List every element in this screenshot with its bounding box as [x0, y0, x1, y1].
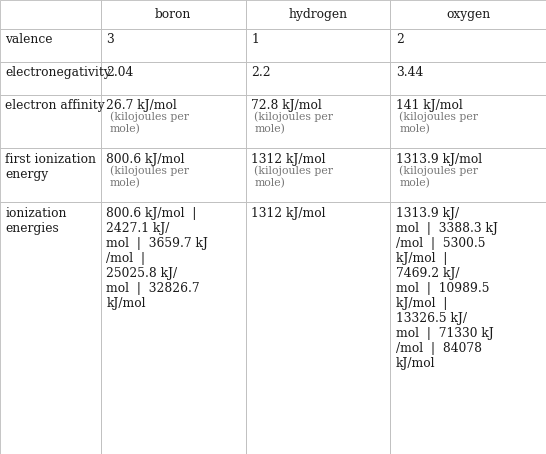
Text: 1: 1	[251, 33, 259, 46]
Text: 2.2: 2.2	[251, 66, 271, 79]
Text: 3: 3	[106, 33, 114, 46]
Bar	[101, 62, 246, 95]
Bar	[0, 202, 101, 454]
Text: (kilojoules per
mole): (kilojoules per mole)	[254, 112, 334, 134]
Text: 3.44: 3.44	[396, 66, 423, 79]
Text: 2: 2	[396, 33, 403, 46]
Bar	[101, 202, 246, 454]
Text: 141 kJ/mol: 141 kJ/mol	[396, 99, 462, 113]
Bar	[246, 0, 390, 29]
Text: (kilojoules per
mole): (kilojoules per mole)	[254, 166, 334, 188]
Bar	[390, 95, 546, 148]
Bar	[101, 95, 246, 148]
Bar	[390, 29, 546, 62]
Text: electronegativity: electronegativity	[5, 66, 111, 79]
Text: 1313.9 kJ/mol: 1313.9 kJ/mol	[396, 153, 482, 166]
Text: 26.7 kJ/mol: 26.7 kJ/mol	[106, 99, 177, 113]
Text: ionization
energies: ionization energies	[5, 207, 67, 235]
Bar	[246, 202, 390, 454]
Bar	[246, 29, 390, 62]
Text: (kilojoules per
mole): (kilojoules per mole)	[399, 166, 478, 188]
Bar	[246, 62, 390, 95]
Bar	[390, 148, 546, 202]
Bar	[390, 202, 546, 454]
Text: 2.04: 2.04	[106, 66, 134, 79]
Bar	[101, 29, 246, 62]
Text: (kilojoules per
mole): (kilojoules per mole)	[399, 112, 478, 134]
Bar	[0, 148, 101, 202]
Text: oxygen: oxygen	[446, 8, 490, 21]
Bar	[390, 62, 546, 95]
Bar	[101, 148, 246, 202]
Bar	[390, 0, 546, 29]
Bar	[101, 0, 246, 29]
Text: (kilojoules per
mole): (kilojoules per mole)	[110, 112, 189, 134]
Bar	[0, 95, 101, 148]
Bar	[0, 29, 101, 62]
Text: 72.8 kJ/mol: 72.8 kJ/mol	[251, 99, 322, 113]
Text: 800.6 kJ/mol: 800.6 kJ/mol	[106, 153, 185, 166]
Bar	[246, 148, 390, 202]
Text: 800.6 kJ/mol  |
2427.1 kJ/
mol  |  3659.7 kJ
/mol  |
25025.8 kJ/
mol  |  32826.7: 800.6 kJ/mol | 2427.1 kJ/ mol | 3659.7 k…	[106, 207, 209, 310]
Text: valence: valence	[5, 33, 53, 46]
Bar	[0, 62, 101, 95]
Text: hydrogen: hydrogen	[288, 8, 348, 21]
Bar	[0, 0, 101, 29]
Text: first ionization
energy: first ionization energy	[5, 153, 97, 181]
Text: electron affinity: electron affinity	[5, 99, 105, 113]
Text: boron: boron	[155, 8, 192, 21]
Text: (kilojoules per
mole): (kilojoules per mole)	[110, 166, 189, 188]
Text: 1312 kJ/mol: 1312 kJ/mol	[251, 153, 325, 166]
Text: 1313.9 kJ/
mol  |  3388.3 kJ
/mol  |  5300.5
kJ/mol  |
7469.2 kJ/
mol  |  10989.: 1313.9 kJ/ mol | 3388.3 kJ /mol | 5300.5…	[396, 207, 498, 370]
Bar	[246, 95, 390, 148]
Text: 1312 kJ/mol: 1312 kJ/mol	[251, 207, 325, 220]
